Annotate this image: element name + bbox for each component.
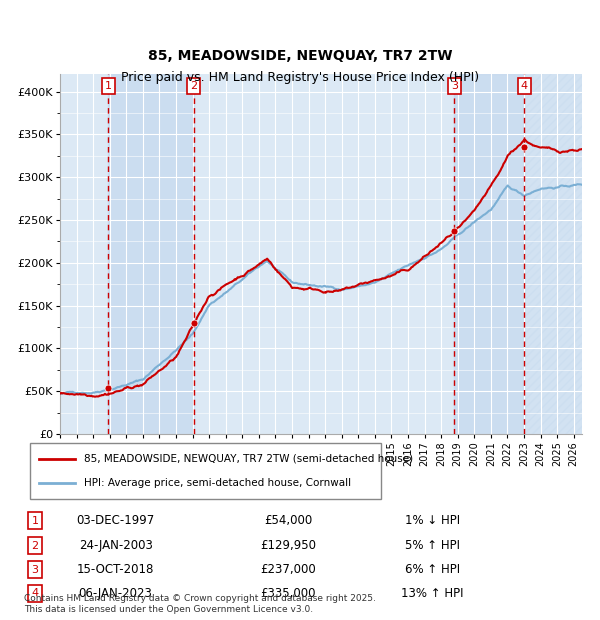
Text: HPI: Average price, semi-detached house, Cornwall: HPI: Average price, semi-detached house,… <box>84 479 351 489</box>
Text: £237,000: £237,000 <box>260 563 316 576</box>
Text: 3: 3 <box>451 81 458 91</box>
Bar <box>524 74 582 434</box>
FancyBboxPatch shape <box>30 443 381 499</box>
Text: 4: 4 <box>521 81 528 91</box>
Text: £129,950: £129,950 <box>260 539 316 552</box>
Text: 1: 1 <box>105 81 112 91</box>
Text: 3: 3 <box>32 565 38 575</box>
Text: 2: 2 <box>31 541 38 551</box>
Text: 2: 2 <box>190 81 197 91</box>
Text: Price paid vs. HM Land Registry's House Price Index (HPI): Price paid vs. HM Land Registry's House … <box>121 71 479 84</box>
Bar <box>109 74 194 434</box>
Text: 1% ↓ HPI: 1% ↓ HPI <box>405 515 460 527</box>
Text: 4: 4 <box>31 588 38 598</box>
Text: £54,000: £54,000 <box>265 515 313 527</box>
Text: 13% ↑ HPI: 13% ↑ HPI <box>401 587 464 600</box>
Text: 5% ↑ HPI: 5% ↑ HPI <box>405 539 460 552</box>
Text: 15-OCT-2018: 15-OCT-2018 <box>77 563 154 576</box>
Text: 24-JAN-2003: 24-JAN-2003 <box>79 539 152 552</box>
Bar <box>454 74 524 434</box>
Text: Contains HM Land Registry data © Crown copyright and database right 2025.
This d: Contains HM Land Registry data © Crown c… <box>24 595 376 614</box>
Text: 03-DEC-1997: 03-DEC-1997 <box>77 515 155 527</box>
Text: 06-JAN-2023: 06-JAN-2023 <box>79 587 152 600</box>
Text: 6% ↑ HPI: 6% ↑ HPI <box>405 563 460 576</box>
Text: 85, MEADOWSIDE, NEWQUAY, TR7 2TW (semi-detached house): 85, MEADOWSIDE, NEWQUAY, TR7 2TW (semi-d… <box>84 454 413 464</box>
Text: £335,000: £335,000 <box>261 587 316 600</box>
Text: 1: 1 <box>32 516 38 526</box>
Text: 85, MEADOWSIDE, NEWQUAY, TR7 2TW: 85, MEADOWSIDE, NEWQUAY, TR7 2TW <box>148 49 452 63</box>
